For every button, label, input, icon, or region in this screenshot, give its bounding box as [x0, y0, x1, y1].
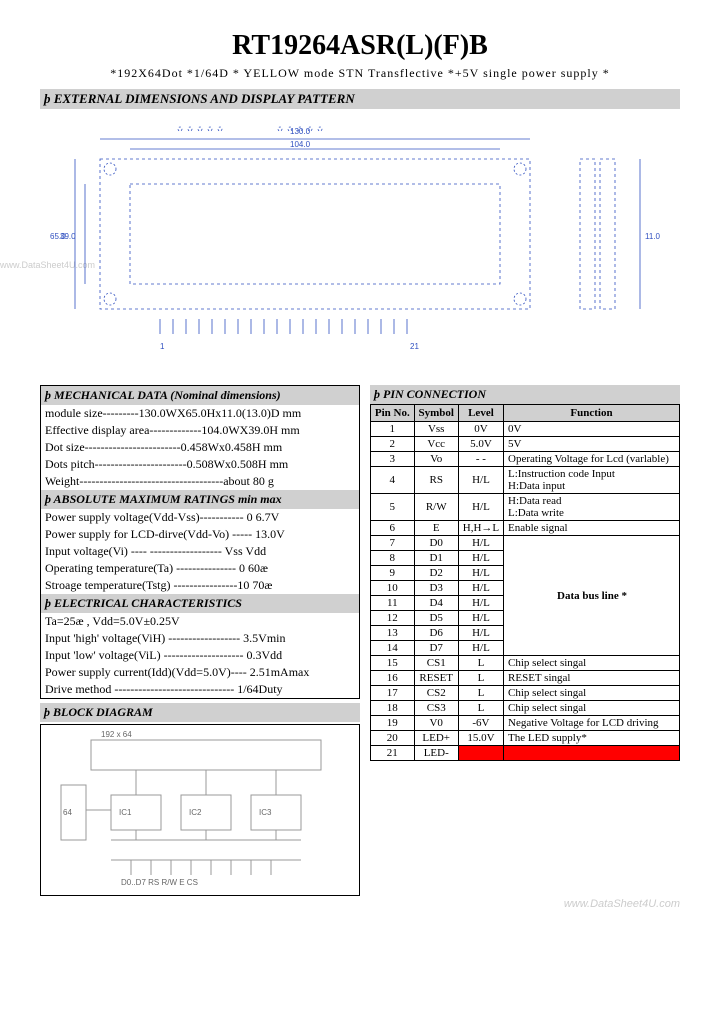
subtitle: *192X64Dot *1/64D * YELLOW mode STN Tran…	[40, 66, 680, 81]
table-row: 3Vo- -Operating Voltage for Lcd (varlabl…	[371, 452, 680, 467]
svg-text:39.0: 39.0	[60, 232, 76, 241]
spec-line: Input 'high' voltage(ViH) --------------…	[41, 630, 359, 647]
spec-line: Weight----------------------------------…	[41, 473, 359, 490]
table-row: 7D0H/LData bus line *	[371, 536, 680, 551]
spec-line: Dot size------------------------0.458Wx0…	[41, 439, 359, 456]
mechanical-data-box: þ MECHANICAL DATA (Nominal dimensions) m…	[40, 385, 360, 699]
svg-text:IC3: IC3	[259, 808, 272, 817]
svg-text:21: 21	[410, 342, 419, 351]
table-row: 21LED-	[371, 746, 680, 761]
spec-line: Power supply current(Idd)(Vdd=5.0V)---- …	[41, 664, 359, 681]
watermark-bottom: www.DataSheet4U.com	[564, 898, 680, 910]
block-diagram: 192 x 64 IC1 IC2 IC3 64 D0..D7 RS R/W E CS	[40, 724, 360, 896]
section-external: þ EXTERNAL DIMENSIONS AND DISPLAY PATTER…	[40, 89, 680, 109]
spec-line: Input 'low' voltage(ViL) ---------------…	[41, 647, 359, 664]
pin-header: Function	[504, 405, 680, 422]
section-mechanical: þ MECHANICAL DATA (Nominal dimensions)	[41, 386, 359, 405]
pin-header: Level	[458, 405, 503, 422]
section-electrical: þ ELECTRICAL CHARACTERISTICS	[41, 594, 359, 613]
section-pin: þ PIN CONNECTION	[370, 385, 680, 404]
section-absmax: þ ABSOLUTE MAXIMUM RATINGS min max	[41, 490, 359, 509]
svg-text:104.0: 104.0	[290, 140, 311, 149]
svg-text:64: 64	[63, 808, 72, 817]
svg-text:D0..D7 RS R/W E CS: D0..D7 RS R/W E CS	[121, 878, 198, 887]
spec-line: module size---------130.0WX65.0Hx11.0(13…	[41, 405, 359, 422]
spec-line: Dots pitch-----------------------0.508Wx…	[41, 456, 359, 473]
table-row: 15CS1LChip select singal	[371, 656, 680, 671]
spec-line: Drive method ---------------------------…	[41, 681, 359, 698]
pin-header: Pin No.	[371, 405, 415, 422]
pin-connection-table: Pin No.SymbolLevelFunction 1Vss0V0V2Vcc5…	[370, 404, 680, 761]
spec-line: Effective display area-------------104.0…	[41, 422, 359, 439]
spec-line: Operating temperature(Ta) --------------…	[41, 560, 359, 577]
external-dimensions-drawing: 130.0104.065.039.012111.0	[40, 109, 680, 379]
spec-line: Stroage temperature(Tstg) --------------…	[41, 577, 359, 594]
section-block: þ BLOCK DIAGRAM	[40, 703, 360, 722]
spec-line: Power supply voltage(Vdd-Vss)-----------…	[41, 509, 359, 526]
table-row: 20LED+15.0VThe LED supply*	[371, 731, 680, 746]
svg-text:IC2: IC2	[189, 808, 202, 817]
svg-text:IC1: IC1	[119, 808, 132, 817]
table-row: 18CS3LChip select singal	[371, 701, 680, 716]
svg-text:11.0: 11.0	[645, 232, 661, 241]
svg-text:1: 1	[160, 342, 165, 351]
table-row: 2Vcc5.0V5V	[371, 437, 680, 452]
table-row: 17CS2LChip select singal	[371, 686, 680, 701]
table-row: 1Vss0V0V	[371, 422, 680, 437]
table-row: 5R/WH/LH:Data read L:Data write	[371, 494, 680, 521]
table-row: 4RSH/LL:Instruction code Input H:Data in…	[371, 467, 680, 494]
spec-line: Power supply for LCD-dirve(Vdd-Vo) -----…	[41, 526, 359, 543]
spec-line: Input voltage(Vi) ---- -----------------…	[41, 543, 359, 560]
pin-header: Symbol	[414, 405, 458, 422]
table-row: 16RESETLRESET singal	[371, 671, 680, 686]
svg-text:192 x 64: 192 x 64	[101, 730, 132, 739]
page-title: RT19264ASR(L)(F)B	[40, 30, 680, 62]
table-row: 19V0-6VNegative Voltage for LCD driving	[371, 716, 680, 731]
table-row: 6EH,H→LEnable signal	[371, 521, 680, 536]
svg-text:130.0: 130.0	[290, 127, 311, 136]
spec-line: Ta=25æ , Vdd=5.0V±0.25V	[41, 613, 359, 630]
